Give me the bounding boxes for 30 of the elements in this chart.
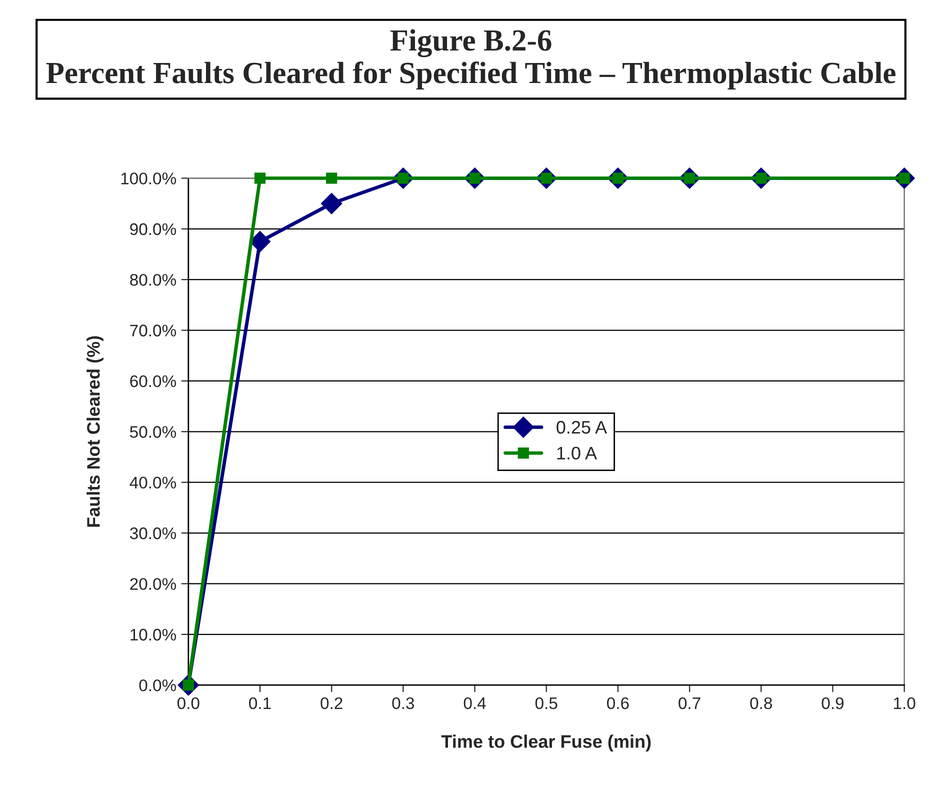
x-tick-label: 0.7 — [678, 697, 700, 710]
y-tick-label: 30.0% — [130, 527, 176, 540]
point — [254, 172, 266, 184]
x-tick-label: 0.3 — [392, 697, 414, 710]
point — [326, 172, 338, 184]
chart-title: Figure B.2-6 Percent Faults Cleared for Specified Time – Thermoplastic Cable — [46, 29, 896, 90]
x-tick-label: 0.1 — [249, 697, 271, 710]
y-tick-label: 40.0% — [130, 476, 176, 489]
x-tick-label: 0.9 — [822, 697, 844, 710]
x-tick-label: 0.2 — [320, 697, 342, 710]
legend-label: 1.0 A — [557, 446, 598, 460]
y-tick-label: 60.0% — [130, 375, 176, 388]
x-axis-title: Time to Clear Fuse (min) — [441, 734, 651, 752]
y-tick-label: 100.0% — [121, 172, 176, 184]
x-tick-label: 0.4 — [464, 697, 486, 710]
y-axis-title: Faults Not Cleared (%) — [86, 336, 104, 527]
x-tick-label: 0.8 — [750, 697, 772, 710]
y-tick-label: 70.0% — [130, 324, 176, 336]
x-tick-label: 1.0 — [894, 697, 916, 710]
y-tick-label: 0.0% — [139, 679, 176, 692]
x-tick-label: 0.5 — [535, 697, 558, 710]
y-tick-label: 20.0% — [130, 578, 176, 590]
x-tick-label: 0.0 — [177, 697, 200, 710]
y-tick-label: 50.0% — [130, 426, 176, 438]
x-tick-label: 0.6 — [607, 697, 629, 710]
legend-label: 0.25 A — [556, 420, 608, 434]
y-tick-label: 10.0% — [130, 628, 176, 641]
y-tick-label: 90.0% — [130, 223, 176, 236]
y-tick-label: 80.0% — [130, 274, 176, 286]
point — [321, 193, 342, 214]
